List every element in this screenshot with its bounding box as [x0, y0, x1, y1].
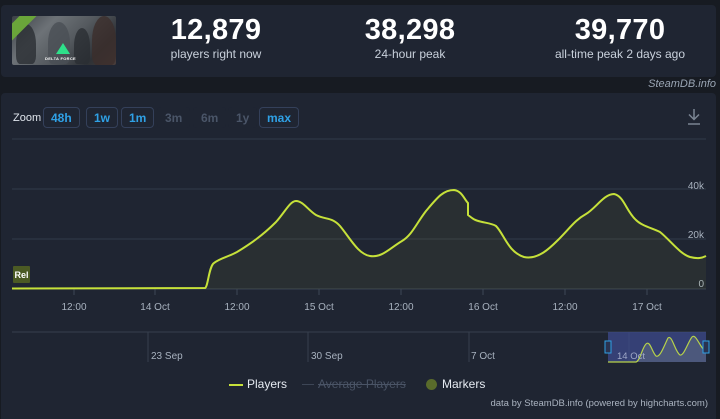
current-players-value: 12,879 — [170, 14, 262, 46]
all-time-peak-label: all-time peak 2 days ago — [554, 47, 686, 61]
nav-label: 7 Oct — [471, 351, 495, 362]
stat-24h-peak: 38,298 24-hour peak — [346, 14, 474, 61]
markers-dot-icon — [426, 379, 437, 391]
legend-average-label: Average Players — [318, 377, 406, 391]
stat-all-time-peak: 39,770 all-time peak 2 days ago — [530, 14, 710, 61]
current-players-label: players right now — [170, 47, 262, 61]
x-label: 12:00 — [224, 302, 249, 313]
game-capsule-image[interactable]: DELTA FORCE — [12, 16, 116, 65]
x-label: 12:00 — [552, 302, 577, 313]
zoom-1y-button: 1y — [228, 107, 258, 128]
legend-markers-label: Markers — [442, 377, 486, 391]
navigator-left-handle[interactable] — [604, 340, 612, 354]
x-label: 14 Oct — [140, 302, 170, 313]
download-icon[interactable] — [686, 108, 702, 126]
zoom-1m-button[interactable]: 1m — [121, 107, 155, 128]
stat-current-players: 12,879 players right now — [152, 14, 280, 61]
y-label-0: 0 — [698, 279, 704, 290]
game-logo-text: DELTA FORCE — [45, 56, 77, 61]
brand-watermark[interactable]: SteamDB.info — [648, 78, 716, 90]
x-ticks — [73, 289, 648, 295]
nav-label: 23 Sep — [151, 351, 183, 362]
stats-header — [1, 5, 716, 77]
players-line-icon — [229, 383, 243, 386]
zoom-max-button[interactable]: max — [259, 107, 300, 128]
release-marker-label: Rel — [14, 270, 28, 280]
players-area — [12, 190, 706, 289]
nav-label: 14 Oct — [617, 351, 645, 362]
zoom-6m-button: 6m — [193, 107, 227, 128]
legend-item-average-players[interactable]: Average Players — [302, 377, 406, 391]
zoom-48h-button[interactable]: 48h — [43, 107, 80, 128]
average-line-icon — [302, 384, 314, 386]
legend-item-players[interactable]: Players — [229, 377, 287, 391]
peak-24h-label: 24-hour peak — [374, 47, 446, 61]
navigator-selection[interactable] — [608, 332, 706, 362]
legend-item-markers[interactable]: Markers — [426, 377, 485, 391]
players-line[interactable] — [11, 189, 707, 290]
navigator[interactable]: 23 Sep 30 Sep 7 Oct 14 Oct — [12, 331, 710, 363]
y-label-20k: 20k — [688, 230, 705, 241]
peak-24h-value: 38,298 — [364, 14, 456, 46]
x-label: 16 Oct — [468, 302, 498, 313]
zoom-3m-button: 3m — [157, 107, 191, 128]
navigator-right-handle[interactable] — [702, 340, 710, 354]
zoom-1w-button[interactable]: 1w — [86, 107, 119, 128]
x-label: 12:00 — [388, 302, 413, 313]
release-marker[interactable]: Rel — [13, 266, 30, 283]
nav-label: 30 Sep — [311, 351, 343, 362]
x-label: 15 Oct — [304, 302, 334, 313]
x-label: 17 Oct — [632, 302, 662, 313]
chart-panel — [1, 93, 716, 419]
triangle-logo-icon — [56, 43, 70, 54]
credit-text[interactable]: data by SteamDB.info (powered by highcha… — [490, 398, 708, 409]
y-label-40k: 40k — [688, 181, 705, 192]
zoom-label: Zoom — [13, 112, 42, 124]
legend-players-label: Players — [247, 377, 288, 391]
x-label: 12:00 — [61, 302, 86, 313]
all-time-peak-value: 39,770 — [574, 14, 666, 46]
